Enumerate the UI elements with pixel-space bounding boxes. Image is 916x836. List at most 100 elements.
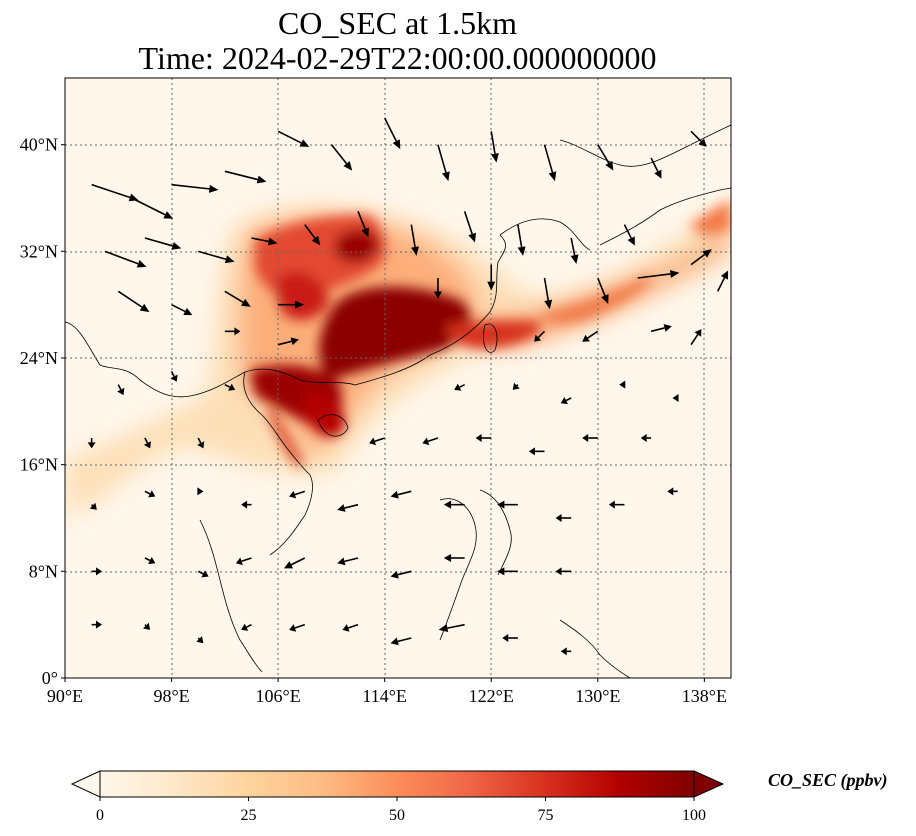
wind-arrow-shaft xyxy=(197,637,200,640)
wind-arrow xyxy=(543,277,553,310)
wind-arrow xyxy=(517,224,526,256)
wind-arrow xyxy=(497,567,518,576)
wind-arrow-head xyxy=(601,294,609,304)
chart-title-line-1: CO_SEC at 1.5km xyxy=(277,5,518,41)
wind-arrow-shaft xyxy=(650,157,659,172)
wind-arrow-head xyxy=(443,554,452,562)
wind-arrow xyxy=(278,300,305,309)
wind-arrow xyxy=(117,384,125,396)
wind-arrow-shaft xyxy=(117,384,122,391)
wind-arrow xyxy=(433,278,442,299)
wind-arrow-head xyxy=(422,437,430,446)
colorbar-gradient xyxy=(99,770,695,798)
wind-arrow-head xyxy=(487,281,496,291)
wind-arrow-shaft xyxy=(251,237,269,243)
x-tick-label: 114°E xyxy=(362,686,407,706)
wind-arrow xyxy=(337,503,359,512)
wind-arrow-shaft xyxy=(690,334,699,346)
wind-arrow-shaft xyxy=(597,144,610,164)
wind-arrow-head xyxy=(570,254,579,264)
wind-arrow-head xyxy=(443,500,452,509)
wind-arrow-shaft xyxy=(427,437,439,443)
wind-arrow xyxy=(104,250,147,268)
wind-arrow-head xyxy=(241,623,249,631)
wind-arrow-head xyxy=(197,441,205,449)
wind-arrow xyxy=(650,324,672,333)
wind-arrow-shaft xyxy=(344,503,359,509)
wind-arrow xyxy=(89,502,97,510)
wind-arrow-head xyxy=(497,500,505,509)
wind-arrow xyxy=(619,380,626,389)
wind-arrow-head xyxy=(663,324,672,332)
wind-arrow-shaft xyxy=(537,330,546,339)
wind-arrow xyxy=(555,514,572,522)
wind-arrow-shaft xyxy=(597,277,606,296)
wind-arrow-shaft xyxy=(690,130,702,143)
wind-arrow-shaft xyxy=(144,624,147,627)
wind-arrow-shaft xyxy=(447,623,465,629)
wind-arrow xyxy=(144,237,182,250)
wind-arrow-head xyxy=(672,394,679,402)
korea-coastline xyxy=(499,218,591,251)
wind-arrow xyxy=(570,237,579,264)
wind-arrow xyxy=(143,437,152,449)
colorbar-ticks: 0 25 50 75 100 xyxy=(96,797,706,824)
wind-arrow xyxy=(555,567,572,576)
wind-arrow-shaft xyxy=(224,170,258,181)
japan-coastline xyxy=(599,187,731,246)
wind-arrow xyxy=(443,500,465,509)
wind-arrow xyxy=(487,264,496,291)
wind-arrow-head xyxy=(311,235,321,246)
wind-arrow xyxy=(410,224,419,256)
colorbar-extend-min xyxy=(70,770,101,798)
colorbar-tick-label: 100 xyxy=(682,807,706,824)
y-tick-label: 24°N xyxy=(20,348,58,368)
x-tick-label: 122°E xyxy=(469,686,514,706)
wind-arrow-head xyxy=(442,171,450,182)
y-tick-label: 16°N xyxy=(20,455,58,475)
wind-arrow-shaft xyxy=(277,130,302,144)
wind-arrow-head xyxy=(667,487,674,496)
philippines-west-coastline xyxy=(439,498,477,641)
wind-arrow xyxy=(277,130,310,147)
wind-arrow-head xyxy=(343,161,353,171)
wind-arrow-shaft xyxy=(437,144,447,173)
wind-arrow-shaft xyxy=(650,327,665,333)
wind-arrow-shaft xyxy=(91,183,131,199)
wind-arrow xyxy=(197,437,205,449)
wind-arrow-shaft xyxy=(277,340,292,346)
wind-arrow xyxy=(390,637,412,646)
wind-arrow-head xyxy=(544,299,553,310)
wind-arrow-head xyxy=(361,227,369,238)
wind-arrow xyxy=(560,647,572,656)
wind-arrow-shaft xyxy=(144,490,151,495)
wind-arrow-head xyxy=(720,270,729,280)
wind-arrow xyxy=(667,487,678,496)
wind-arrow xyxy=(197,570,209,578)
chart-title-line-2: Time: 2024-02-29T22:00:00.000000000 xyxy=(138,40,657,76)
wind-arrow-head xyxy=(289,624,297,632)
wind-arrow-head xyxy=(392,139,401,150)
wind-arrow xyxy=(251,237,278,246)
wind-arrow xyxy=(512,382,520,390)
wind-arrow-head xyxy=(627,236,635,246)
wind-arrow-head xyxy=(241,500,248,509)
wind-arrow-head xyxy=(170,374,178,382)
wind-arrow xyxy=(235,557,252,566)
wind-arrow-head xyxy=(454,383,462,391)
wind-arrow xyxy=(87,438,96,449)
wind-arrow xyxy=(597,277,609,304)
wind-arrow-head xyxy=(96,567,103,576)
wind-arrow xyxy=(422,437,439,446)
wind-arrow xyxy=(650,157,662,179)
wind-arrow-shaft xyxy=(170,370,175,377)
y-tick-label: 32°N xyxy=(20,241,58,261)
x-tick-label: 98°E xyxy=(153,686,189,706)
wind-arrow-head xyxy=(698,138,707,147)
wind-arrow xyxy=(390,570,412,579)
wind-arrow xyxy=(289,623,306,632)
colorbar-tick-label: 50 xyxy=(389,807,405,824)
wind-arrow-shaft xyxy=(490,131,496,154)
wind-arrow xyxy=(528,447,545,456)
wind-arrow xyxy=(131,197,174,219)
